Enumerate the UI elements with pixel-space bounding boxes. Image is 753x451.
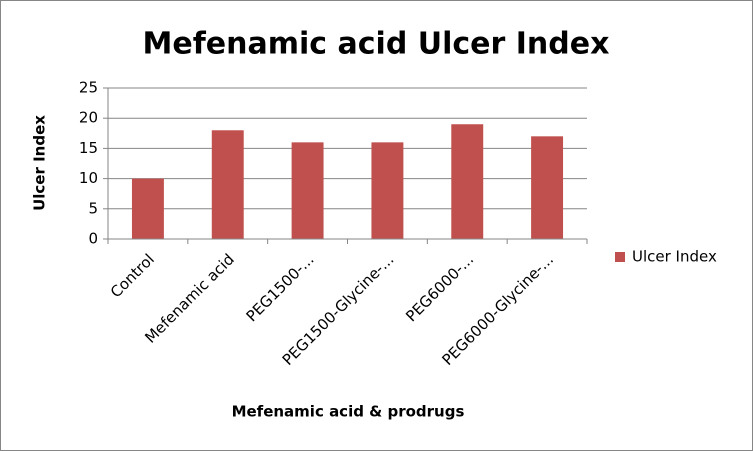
chart-title: Mefenamic acid Ulcer Index	[143, 27, 610, 62]
bar	[291, 142, 324, 239]
y-tick-label: 15	[79, 139, 98, 157]
bar	[531, 136, 564, 239]
x-axis-title: Mefenamic acid & prodrugs	[232, 403, 465, 421]
y-tick-label: 5	[88, 199, 98, 217]
bar	[451, 124, 484, 239]
y-tick-label: 10	[79, 169, 98, 187]
y-axis-title: Ulcer Index	[31, 115, 49, 211]
bar	[131, 178, 164, 239]
y-tick-label: 25	[79, 79, 98, 97]
legend-label: Ulcer Index	[632, 248, 717, 266]
y-tick-label: 0	[88, 230, 98, 248]
legend-swatch	[615, 252, 625, 262]
bar	[371, 142, 404, 239]
bar	[211, 130, 244, 239]
y-tick-label: 20	[79, 109, 98, 127]
